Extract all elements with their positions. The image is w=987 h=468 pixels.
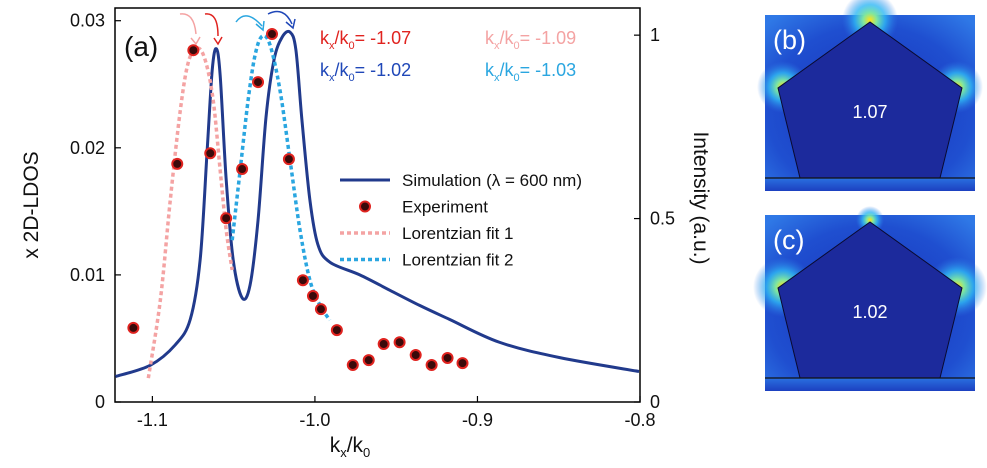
data-point [377,338,390,351]
subscript: x [329,72,335,84]
x-tick-label: -0.9 [462,410,493,430]
data-point [456,357,469,370]
series-line [115,29,640,379]
data-point [362,354,375,367]
text-part: /k [500,28,515,48]
inset-panel: (c) 1.02 [753,206,987,391]
arrow-head [213,36,223,46]
inset-label: (b) [773,25,806,55]
y-tick-label: 0 [95,392,105,412]
x-axis-label: kx/k0 [330,434,371,460]
x-tick-label: -1.1 [137,410,168,430]
inset-panel: (b) 1.07 [757,0,983,191]
insets: (b) 1.07 (c) 1.02 [753,0,987,391]
y-tick-label: 0.03 [70,11,105,31]
text-part: /k [500,60,515,80]
data-point [296,274,309,287]
inset-substrate [765,378,975,391]
data-point [204,147,217,160]
text-part: k [485,28,495,48]
data-point [441,351,454,364]
text-part: = -1.02 [355,60,412,80]
text-part: /k [335,60,350,80]
arrow [267,10,293,25]
subscript: x [340,445,347,460]
text-part: k [485,60,495,80]
subscript: x [329,40,335,52]
data-point [330,324,343,337]
data-point [171,157,184,170]
subscript: 0 [363,445,370,460]
text-part: /k [335,28,350,48]
arrow [204,13,219,37]
annotation: kx/k0= -1.09 [485,28,576,52]
x-tick-label: -0.8 [624,410,655,430]
inset-label: (c) [773,225,804,255]
legend-label: Experiment [402,198,488,217]
y2-tick-label: 0 [650,392,660,412]
annotation: kx/k0= -1.03 [485,60,576,84]
panel-label: (a) [124,31,158,62]
text-part: k [330,434,341,457]
text-part: k [320,28,330,48]
legend-marker [359,200,371,213]
data-point [314,303,327,316]
legend-label: Lorentzian fit 1 [402,224,514,243]
x-tick-label: -1.0 [299,410,330,430]
text-part: k [320,60,330,80]
peak-arrows [179,10,296,46]
arrow-head [190,36,201,46]
inset-value: 1.07 [852,102,887,122]
subscript: x [494,40,500,52]
y-tick-label: 0.01 [70,265,105,285]
text-part: = -1.07 [355,28,412,48]
data-point [425,358,438,371]
plot-frame [114,7,641,403]
arrow [179,13,197,35]
y-tick-label: 0.02 [70,138,105,158]
subscript: 0 [349,40,355,52]
annotation: kx/k0= -1.07 [320,28,411,52]
series-line [230,33,332,322]
data-point [220,212,233,225]
subscript: 0 [349,72,355,84]
text-part: = -1.09 [520,28,577,48]
y2-tick-label: 1 [650,25,660,45]
arrow-head [255,20,265,32]
data-point [236,163,249,176]
data-point [252,76,265,89]
y2-axis-label: Intensity (a.u.) [689,131,712,264]
legend-label: Lorentzian fit 2 [402,251,514,270]
inset-substrate [765,178,975,191]
data-point [409,349,422,362]
legend-label: Simulation (λ = 600 nm) [402,171,582,190]
arrow [235,15,263,27]
annotation: kx/k0= -1.02 [320,60,411,84]
data-point [127,321,140,334]
text-part: /k [347,434,364,457]
subscript: x [494,72,500,84]
inset-value: 1.02 [852,302,887,322]
y2-tick-label: 0.5 [650,209,675,229]
data-point [187,44,200,57]
data-point [306,289,319,302]
data-point [346,358,359,371]
text-part: = -1.03 [520,60,577,80]
y-axis-label: x 2D-LDOS [20,151,43,258]
data-point [393,336,406,349]
arrow-head [285,18,296,30]
series-line [146,46,234,379]
data-point [282,153,295,166]
data-point [266,28,279,41]
subscript: 0 [514,72,520,84]
subscript: 0 [514,40,520,52]
